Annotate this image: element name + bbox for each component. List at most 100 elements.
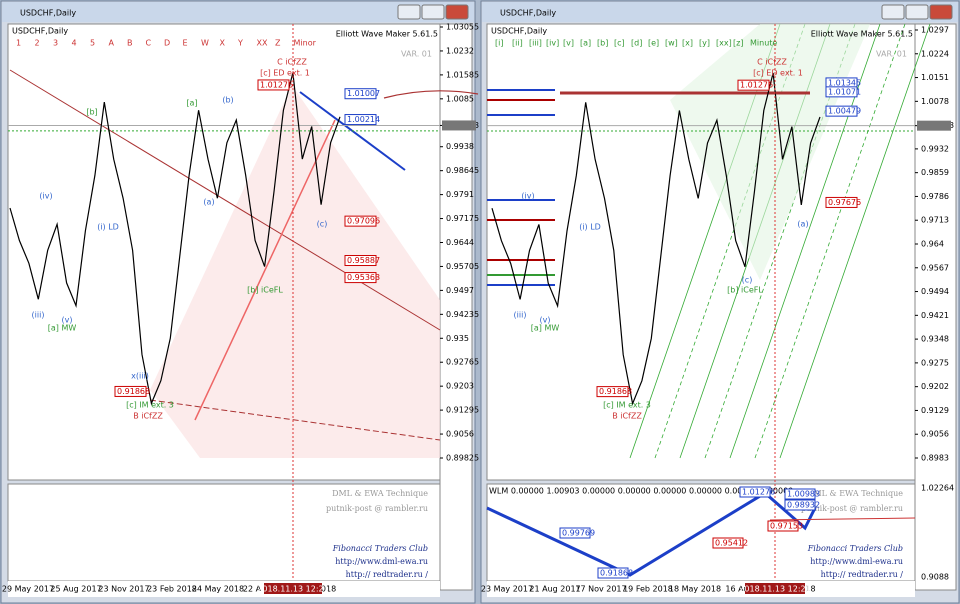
wave-degree[interactable]: [w] [665, 39, 678, 48]
price-tick-label: 0.9348 [921, 335, 949, 344]
price-tick-label: 0.97175 [446, 214, 479, 223]
price-box [114, 385, 147, 397]
price-box [344, 272, 377, 284]
price-tick-label: 0.9791 [446, 190, 474, 199]
wave-label: [a] [186, 99, 197, 108]
wave-degree[interactable]: 3 [53, 39, 58, 48]
wlm-box-label: 0.98932 [787, 501, 820, 510]
credit-text: putnik-post @ rambler.ru [326, 504, 428, 513]
wlm-tick-label: 1.02264 [921, 484, 954, 493]
btn-maximize[interactable] [421, 4, 445, 20]
wave-degree[interactable]: X [220, 39, 226, 48]
wlm-box [739, 486, 771, 498]
wave-degree[interactable]: [y] [699, 39, 710, 48]
price-tick-label: 0.9859 [921, 168, 949, 177]
wave-degree[interactable]: C [146, 39, 152, 48]
price-box-label: 1.01071 [828, 87, 861, 96]
price-box-label: 0.95363 [347, 273, 380, 282]
wave-degree[interactable]: [i] [495, 39, 503, 48]
wave-degree[interactable]: [iii] [529, 39, 542, 48]
wave-label: [b] iCeFL [727, 286, 763, 295]
wlm-tick-label: 0.9088 [921, 573, 949, 582]
price-box [825, 86, 858, 98]
window-title: USDCHF,Daily [20, 9, 76, 18]
price-tick-label: 0.9202 [921, 382, 949, 391]
fan-zone [670, 24, 870, 280]
wlm-box [559, 527, 591, 539]
title-bar [482, 2, 958, 22]
wave-degree[interactable]: Y [237, 39, 243, 48]
wave-degree[interactable]: Minute [750, 39, 777, 48]
wave-degree[interactable]: [x] [682, 39, 693, 48]
axis-area [439, 23, 473, 591]
price-tick-label: 0.9421 [921, 311, 949, 320]
fib-line [194, 119, 336, 421]
wave-degree[interactable]: 4 [72, 39, 77, 48]
price-line [491, 72, 821, 406]
wave-degree[interactable]: B [127, 39, 133, 48]
price-box-label: 0.97676 [828, 198, 861, 207]
date-tick-label: 24 May 2018 [192, 585, 244, 594]
wave-degree[interactable]: [z] [733, 39, 743, 48]
wave-degree[interactable]: [xx] [716, 39, 732, 48]
price-tick-label: 1.0085 [446, 94, 474, 103]
price-tick-label: 0.91295 [446, 406, 479, 415]
wave-degree[interactable]: XX [257, 39, 268, 48]
price-tick-label: 1.01585 [446, 70, 479, 79]
wave-degree[interactable]: D [164, 39, 170, 48]
date-tick-label: 19 Feb 2018 [623, 585, 673, 594]
wave-label: (iv) [521, 192, 534, 201]
cursor-time: 2018.11.13 12:21 [257, 585, 328, 594]
price-tick-label: 1.0297 [921, 26, 949, 35]
wave-degree[interactable]: E [183, 39, 188, 48]
wave-degree[interactable]: [v] [563, 39, 574, 48]
date-tick-label: 23 May 2017 [481, 585, 533, 594]
price-box [344, 255, 377, 267]
price-box [825, 196, 858, 208]
variant-label: VAR. 01 [876, 50, 907, 59]
credit-text: http:// redtrader.ru / [821, 570, 904, 579]
wave-degree[interactable]: Z [275, 39, 281, 48]
wlm-box-label: 0.99769 [562, 529, 595, 538]
window-title: USDCHF,Daily [500, 9, 556, 18]
btn-maximize[interactable] [905, 4, 929, 20]
price-box [257, 79, 290, 91]
wave-degree[interactable]: A [109, 39, 115, 48]
wave-degree[interactable]: Minor [294, 39, 317, 48]
wave-degree[interactable]: [d] [631, 39, 642, 48]
wave-label: (c) [742, 276, 753, 285]
credit-text: Fibonacci Traders Club [332, 544, 428, 553]
price-box-label: 0.97096 [347, 217, 380, 226]
btn-close[interactable] [445, 4, 469, 20]
wave-label: [a] MW [48, 324, 77, 333]
price-tick-label: 1.0224 [921, 49, 949, 58]
wave-degree[interactable]: [iv] [546, 39, 559, 48]
axis-area [914, 23, 957, 591]
variant-label: VAR. 01 [401, 50, 432, 59]
date-tick-label: 21 Aug 2017 [529, 585, 580, 594]
price-tick-label: 0.9056 [921, 430, 949, 439]
price-box-label: 1.00214 [347, 115, 380, 124]
wave-degree[interactable]: 5 [90, 39, 95, 48]
btn-minimize[interactable] [397, 4, 421, 20]
btn-close[interactable] [929, 4, 953, 20]
credit-text: putnik-post @ rambler.ru [801, 504, 903, 513]
price-tick-label: 0.9567 [921, 263, 949, 272]
date-tick-label: 29 May 2017 [2, 585, 54, 594]
wave-degree[interactable]: 2 [35, 39, 40, 48]
wlm-box [784, 499, 816, 511]
wave-label: (iii) [32, 311, 45, 320]
wave-degree[interactable]: [c] [614, 39, 625, 48]
wave-degree[interactable]: [a] [580, 39, 591, 48]
wave-degree[interactable]: W [201, 39, 209, 48]
btn-minimize[interactable] [881, 4, 905, 20]
wlm-box-label: 1.01276 [742, 488, 775, 497]
price-box-label: 0.95887 [347, 256, 380, 265]
wave-degree[interactable]: [e] [648, 39, 659, 48]
price-tick-label: 0.964 [921, 240, 944, 249]
wave-degree[interactable]: [b] [597, 39, 608, 48]
wave-label: C iCfZZ [277, 58, 307, 67]
wave-degree[interactable]: 1 [16, 39, 21, 48]
wave-degree[interactable]: [ii] [512, 39, 523, 48]
